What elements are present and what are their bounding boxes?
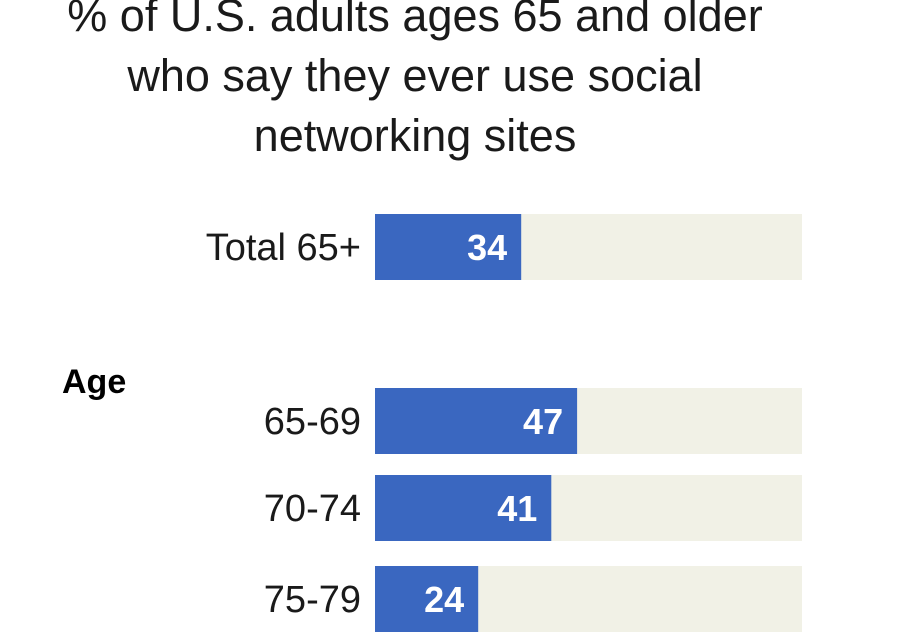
data-label: 34 <box>467 227 507 268</box>
data-label: 47 <box>523 401 563 442</box>
category-label: Total 65+ <box>206 227 361 269</box>
category-label: 75-79 <box>264 579 361 621</box>
chart-title-line-3: networking sites <box>253 110 577 161</box>
bar-75-79 <box>375 566 479 632</box>
chart-title-line-2: who say they ever use social <box>127 50 703 101</box>
bar-65-69 <box>375 388 578 454</box>
bar-total-65 <box>375 214 522 280</box>
category-label: 70-74 <box>264 488 361 530</box>
chart-title: % of U.S. adults ages 65 and older who s… <box>0 0 830 166</box>
bar-70-74 <box>375 475 552 541</box>
category-label: 65-69 <box>264 401 361 443</box>
data-label: 41 <box>497 488 537 529</box>
data-label: 24 <box>424 579 464 620</box>
chart-title-line-1: % of U.S. adults ages 65 and older <box>67 0 763 41</box>
section-label-age: Age <box>62 363 127 401</box>
